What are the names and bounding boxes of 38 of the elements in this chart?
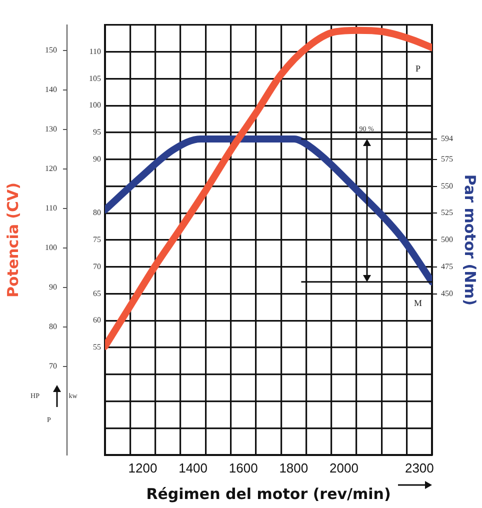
y3-tick-label: 110 <box>45 203 57 212</box>
text: M <box>414 298 422 308</box>
x-tick-label: 1600 <box>228 460 258 476</box>
y2-tick-label: 450 <box>441 288 453 298</box>
y2-tick-label: 550 <box>441 181 453 190</box>
y-tick-label: 95 <box>93 128 101 137</box>
y3-tick-label: 150 <box>45 45 57 54</box>
x-axis-title: Régimen del motor (rev/min) <box>146 484 391 503</box>
y3-tick-label: 140 <box>45 84 57 94</box>
y-tick-label: 70 <box>93 262 101 271</box>
x-tick-label: 1200 <box>128 460 158 476</box>
y-tick-label: 65 <box>93 288 101 298</box>
text: P <box>415 64 421 74</box>
y3-tick-label: 120 <box>45 164 57 173</box>
x-tick-label: 2300 <box>404 460 434 476</box>
y-tick-label: 80 <box>93 208 101 218</box>
y3-tick-label: 90 <box>49 282 57 292</box>
y-axis-title: Potencia (CV) <box>4 182 22 298</box>
y-tick-label: 100 <box>89 100 101 110</box>
y-tick-label: 110 <box>89 46 101 56</box>
y2-tick-label: 475 <box>441 262 453 271</box>
y3-tick-label: 100 <box>45 243 57 252</box>
y-tick-label: 75 <box>93 235 101 244</box>
x-tick-label: 1400 <box>178 460 208 476</box>
y2-axis-title: Par motor (Nm) <box>461 174 480 306</box>
x-tick-label: 1800 <box>279 460 308 476</box>
y3-tick-label: 130 <box>45 124 57 134</box>
y2-tick-label: 575 <box>441 154 453 164</box>
y2-tick-label: 500 <box>441 235 453 244</box>
y-tick-label: 105 <box>89 74 101 83</box>
y2-tick-label: 594 <box>441 134 453 144</box>
y-tick-label: 55 <box>93 342 101 352</box>
y-tick-label: 60 <box>93 316 101 325</box>
y2-tick-label: 525 <box>441 208 453 218</box>
y-tick-label: 90 <box>93 154 101 164</box>
x-tick-label: 2000 <box>330 460 358 476</box>
y3-tick-label: 70 <box>49 362 57 371</box>
y3-tick-label: 80 <box>49 322 57 332</box>
